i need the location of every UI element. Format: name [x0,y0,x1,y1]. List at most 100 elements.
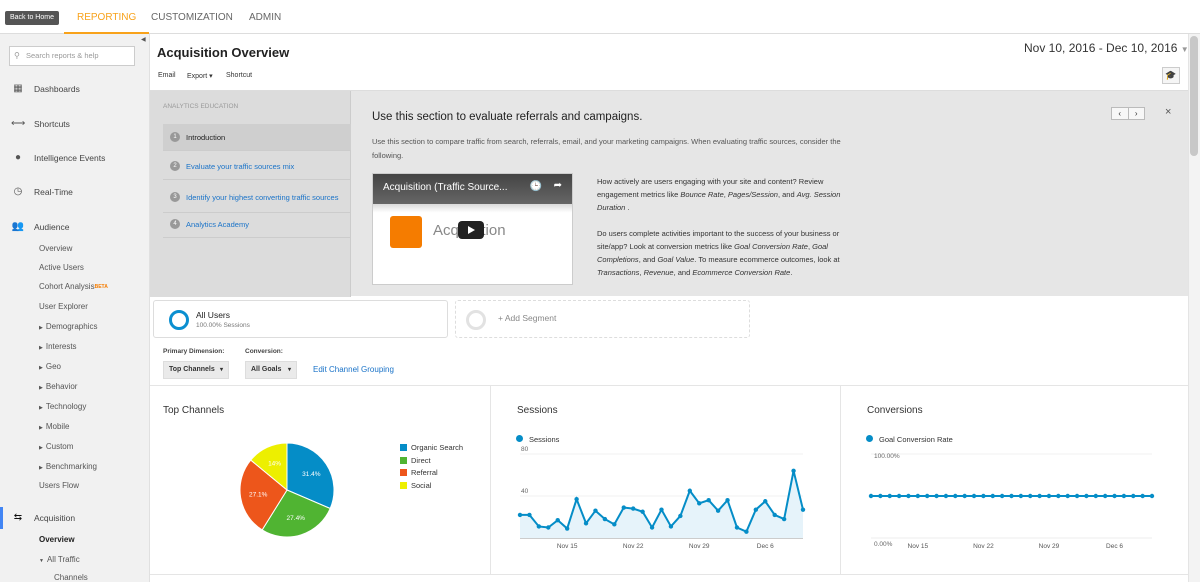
sidebar-item-audience[interactable]: 👥 Audience [0,219,150,235]
sidebar-item-dashboards[interactable]: ▦ Dashboards [0,81,150,97]
share-icon[interactable]: ➦ [553,180,562,191]
data-point[interactable] [925,493,930,499]
sidebar-subitem-technology[interactable]: ▶ Technology [39,400,86,414]
data-point[interactable] [706,498,711,503]
pie-slice[interactable] [250,442,288,492]
data-point[interactable] [990,493,995,499]
education-step[interactable]: 3 Identify your highest converting traffi… [163,182,351,213]
data-point[interactable] [649,525,655,530]
data-point[interactable] [668,524,674,529]
data-point[interactable] [906,493,911,499]
data-point[interactable] [1121,493,1127,499]
data-point[interactable] [602,516,608,522]
education-step[interactable]: 2 Evaluate your traffic sources mix [163,153,351,180]
data-point[interactable] [678,513,683,519]
data-point[interactable] [612,522,617,527]
data-point[interactable] [574,496,579,502]
tab-admin[interactable]: ADMIN [249,12,282,23]
education-step[interactable]: 4 Analytics Academy [163,211,351,238]
sidebar-subitem-custom[interactable]: ▶ Custom [39,440,73,454]
sidebar-subitem-demographics[interactable]: ▶ Demographics [39,320,97,334]
prev-button[interactable]: ‹ [1112,108,1129,119]
scrollbar-thumb[interactable] [1190,36,1198,156]
pie-slice[interactable] [286,442,335,510]
data-point[interactable] [687,488,692,493]
data-point[interactable] [999,493,1005,499]
sidebar-subitem-users-flow[interactable]: Users Flow [39,479,79,493]
data-point[interactable] [1037,493,1042,499]
data-point[interactable] [981,493,986,499]
pie-slice[interactable] [261,489,331,538]
data-point[interactable] [1102,493,1108,499]
data-point[interactable] [697,501,702,506]
education-toggle-icon[interactable]: 🎓 [1162,67,1180,84]
sidebar-subitem-active-users[interactable]: Active Users [39,261,84,275]
data-point[interactable] [896,493,902,499]
data-point[interactable] [546,525,551,530]
sidebar-subitem-user-explorer[interactable]: User Explorer [39,300,88,314]
scrollbar[interactable] [1188,34,1200,582]
data-point[interactable] [555,517,560,523]
data-point[interactable] [1131,493,1136,499]
data-point[interactable] [1074,493,1080,499]
sidebar-subitem-interests[interactable]: ▶ Interests [39,340,77,354]
conversion-select[interactable]: All Goals ▾ [245,361,297,379]
sidebar-item-intelligence-events[interactable]: ● Intelligence Events [0,150,150,166]
data-point[interactable] [943,493,949,499]
data-point[interactable] [781,516,787,522]
primary-dimension-select[interactable]: Top Channels ▾ [163,361,229,379]
next-button[interactable]: › [1134,109,1138,118]
data-point[interactable] [1018,493,1024,499]
data-point[interactable] [715,508,721,513]
data-point[interactable] [725,498,730,503]
acquisition-subitem-all-traffic[interactable]: ▼ All Traffic [39,553,80,567]
export-button[interactable]: Export ▾ [187,73,213,80]
close-icon[interactable]: × [1165,106,1172,118]
data-point[interactable] [640,509,645,514]
data-point[interactable] [734,525,740,530]
tab-reporting[interactable]: REPORTING [64,0,150,34]
email-button[interactable]: Email [158,72,176,79]
data-point[interactable] [953,493,958,499]
education-step[interactable]: 1 Introduction [163,124,351,151]
data-point[interactable] [1046,493,1052,499]
sidebar-subitem-overview[interactable]: Overview [39,242,72,256]
date-range-picker[interactable]: Nov 10, 2016 - Dec 10, 2016 ▼ [1024,41,1189,55]
pie-slice[interactable] [239,459,288,531]
data-point[interactable] [527,512,532,518]
data-point[interactable] [659,507,664,512]
data-point[interactable] [517,512,523,518]
data-point[interactable] [934,493,939,499]
data-point[interactable] [800,507,806,512]
data-point[interactable] [1056,493,1061,499]
tab-customization[interactable]: CUSTOMIZATION [151,12,233,23]
shortcut-button[interactable]: Shortcut [226,72,253,79]
segment-all-users[interactable]: All Users 100.00% Sessions [153,300,448,338]
acquisition-subitem-channels[interactable]: Channels [54,571,88,585]
data-point[interactable] [1084,493,1089,499]
sidebar-subitem-mobile[interactable]: ▶ Mobile [39,420,69,434]
acquisition-subitem-overview[interactable]: Overview [39,533,75,547]
data-point[interactable] [868,493,874,499]
data-point[interactable] [791,468,796,473]
sidebar-subitem-behavior[interactable]: ▶ Behavior [39,380,77,394]
sidebar-subitem-benchmarking[interactable]: ▶ Benchmarking [39,460,97,474]
video-player[interactable]: Acquisition (Traffic Source... 🕒 ➦ Acquisi… [372,173,573,285]
data-point[interactable] [915,493,921,499]
edit-channel-grouping-link[interactable]: Edit Channel Grouping [313,365,394,374]
add-segment-button[interactable]: + Add Segment [455,300,750,338]
data-point[interactable] [1028,493,1033,499]
data-point[interactable] [772,512,777,518]
sidebar-subitem-geo[interactable]: ▶ Geo [39,360,61,374]
data-point[interactable] [593,508,598,513]
data-point[interactable] [962,493,967,499]
data-point[interactable] [583,521,589,526]
data-point[interactable] [744,529,749,534]
sidebar-subitem-cohort-analysis[interactable]: Cohort AnalysisBETA [39,280,108,294]
data-point[interactable] [1009,493,1014,499]
collapse-sidebar-icon[interactable]: ◀ [141,37,146,43]
data-point[interactable] [621,505,626,510]
data-point[interactable] [631,506,636,511]
data-point[interactable] [1065,493,1070,499]
data-point[interactable] [1149,493,1155,499]
